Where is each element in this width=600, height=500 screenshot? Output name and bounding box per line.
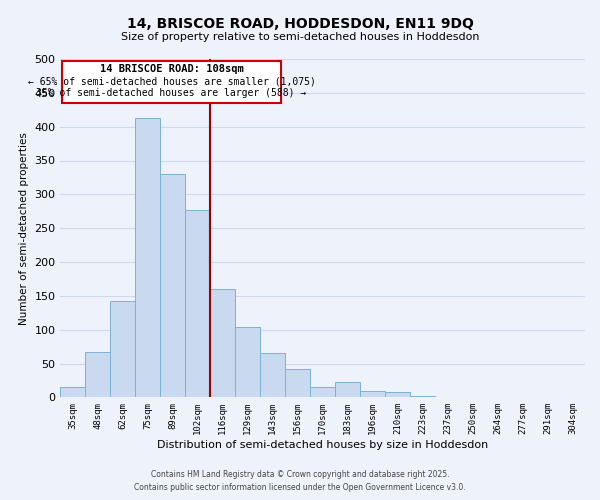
Bar xyxy=(285,369,310,398)
Bar xyxy=(185,210,210,398)
FancyBboxPatch shape xyxy=(62,61,281,103)
Bar xyxy=(335,382,360,398)
Bar xyxy=(110,300,136,398)
Bar xyxy=(435,396,460,398)
Bar xyxy=(136,118,160,398)
Bar xyxy=(310,387,335,398)
Bar xyxy=(385,392,410,398)
Bar xyxy=(160,174,185,398)
Text: Contains HM Land Registry data © Crown copyright and database right 2025.
Contai: Contains HM Land Registry data © Crown c… xyxy=(134,470,466,492)
Bar xyxy=(235,327,260,398)
Bar xyxy=(260,354,285,398)
Bar xyxy=(61,387,85,398)
Bar xyxy=(85,352,110,398)
Text: Size of property relative to semi-detached houses in Hoddesdon: Size of property relative to semi-detach… xyxy=(121,32,479,42)
Bar xyxy=(360,391,385,398)
Bar xyxy=(210,289,235,398)
X-axis label: Distribution of semi-detached houses by size in Hoddesdon: Distribution of semi-detached houses by … xyxy=(157,440,488,450)
Text: ← 65% of semi-detached houses are smaller (1,075): ← 65% of semi-detached houses are smalle… xyxy=(28,76,316,86)
Text: 14 BRISCOE ROAD: 108sqm: 14 BRISCOE ROAD: 108sqm xyxy=(100,64,244,74)
Bar xyxy=(410,396,435,398)
Text: 35% of semi-detached houses are larger (588) →: 35% of semi-detached houses are larger (… xyxy=(37,88,307,98)
Text: 14, BRISCOE ROAD, HODDESDON, EN11 9DQ: 14, BRISCOE ROAD, HODDESDON, EN11 9DQ xyxy=(127,18,473,32)
Y-axis label: Number of semi-detached properties: Number of semi-detached properties xyxy=(19,132,29,324)
